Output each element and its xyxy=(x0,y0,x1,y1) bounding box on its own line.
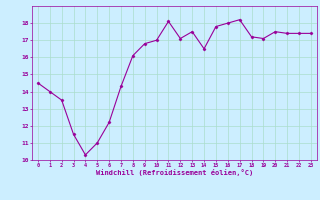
X-axis label: Windchill (Refroidissement éolien,°C): Windchill (Refroidissement éolien,°C) xyxy=(96,169,253,176)
